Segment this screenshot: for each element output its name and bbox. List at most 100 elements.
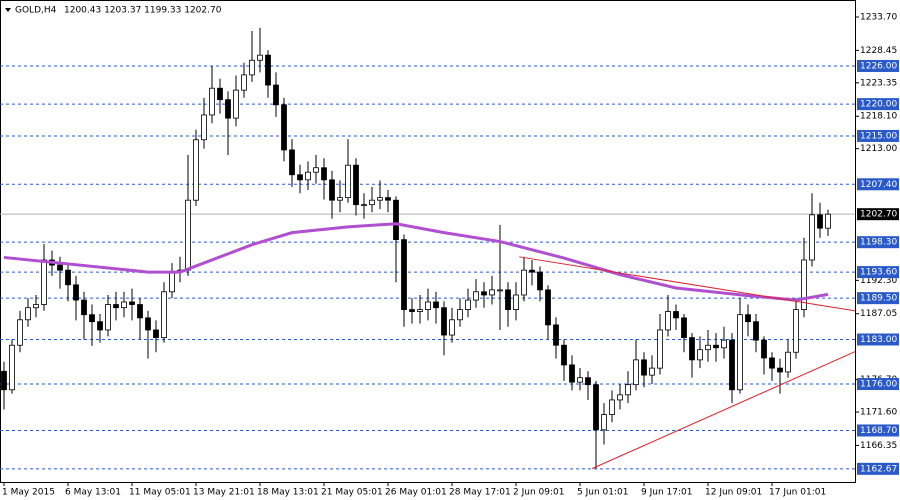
x-tick-label: 17 Jun 01:01: [769, 488, 826, 498]
candle-body: [401, 239, 407, 311]
candle-body: [617, 394, 623, 401]
quote: 1200.43 1203.37 1199.33 1202.70: [64, 6, 222, 16]
candle-body: [313, 167, 319, 173]
menu-arrow[interactable]: [5, 8, 11, 12]
candle-body: [305, 171, 311, 181]
x-tick-label: 21 May 05:01: [321, 488, 383, 498]
candle-body: [601, 414, 607, 431]
candle-body: [545, 289, 551, 326]
candle-body: [801, 259, 807, 311]
candle-body: [609, 399, 615, 415]
candle-body: [417, 309, 423, 312]
candle-body: [409, 309, 415, 312]
candle-body: [537, 271, 543, 291]
candle-body: [89, 314, 95, 323]
candle-body: [81, 299, 87, 316]
candle-body: [425, 301, 431, 311]
candle-body: [489, 289, 495, 296]
candle-body: [25, 307, 31, 321]
candle-body: [257, 54, 263, 61]
candle-body: [505, 289, 511, 311]
candle-body: [185, 199, 191, 271]
x-tick-label: 18 May 13:01: [257, 488, 319, 498]
candle-body: [433, 301, 439, 309]
candle-body: [161, 291, 167, 338]
trendline: [591, 351, 856, 470]
candle-body: [1, 370, 7, 391]
candle-body: [593, 384, 599, 431]
candle-body: [65, 269, 71, 286]
plot-frame: [0, 0, 856, 483]
x-tick-label: 9 Jun 17:01: [641, 488, 692, 498]
x-tick-label: 1 May 2015: [2, 488, 55, 498]
level-label-box: [857, 292, 899, 305]
level-label: 1162.67: [860, 464, 897, 474]
candle-body: [217, 87, 223, 101]
candle-body: [753, 321, 759, 341]
candle-body: [369, 199, 375, 206]
candle-body: [105, 304, 111, 331]
level-label-box: [857, 98, 899, 111]
current-price-box: [857, 208, 899, 221]
candle-body: [777, 367, 783, 373]
candle-body: [441, 307, 447, 336]
candle-body: [673, 311, 679, 319]
candle-body: [153, 329, 159, 338]
candle-body: [33, 304, 39, 309]
candle-body: [377, 197, 383, 201]
level-label: 1183.00: [860, 335, 897, 345]
level-label-box: [857, 59, 899, 72]
level-label: 1189.50: [860, 294, 897, 304]
candle-body: [761, 339, 767, 359]
level-label: 1220.00: [860, 100, 897, 110]
candle-body: [689, 337, 695, 361]
candle-body: [361, 204, 367, 207]
candle-body: [281, 104, 287, 151]
level-label: 1193.60: [860, 268, 897, 278]
candle-body: [697, 349, 703, 361]
candle-body: [145, 317, 151, 331]
candle-body: [785, 351, 791, 373]
candle-body: [713, 344, 719, 349]
candle-body: [585, 377, 591, 386]
level-label-box: [857, 378, 899, 391]
candle-body: [9, 344, 15, 391]
candle-body: [273, 84, 279, 106]
y-tick-label: 1233.70: [860, 12, 897, 22]
level-label-box: [857, 424, 899, 437]
candle-body: [289, 149, 295, 176]
x-tick-label: 5 Jun 01:01: [577, 488, 628, 498]
y-tick-label: 1171.60: [860, 408, 897, 418]
y-tick-label: 1228.45: [860, 46, 897, 56]
candle-body: [465, 299, 471, 311]
candle-body: [241, 74, 247, 91]
candle-body: [721, 339, 727, 349]
x-tick-label: 26 May 01:01: [385, 488, 447, 498]
candle-body: [633, 359, 639, 386]
candle-body: [345, 164, 351, 199]
candle-body: [737, 314, 743, 391]
candle-body: [809, 214, 815, 261]
x-tick-label: 13 May 21:01: [193, 488, 255, 498]
level-label-box: [857, 266, 899, 279]
candle-body: [649, 367, 655, 376]
candle-body: [657, 329, 663, 369]
y-tick-label: 1192.30: [860, 276, 897, 286]
level-label: 1168.70: [860, 426, 897, 436]
x-tick-label: 28 May 17:01: [449, 488, 511, 498]
candle-body: [641, 359, 647, 376]
candle-body: [17, 319, 23, 346]
y-tick-label: 1166.35: [860, 441, 897, 451]
candle-body: [817, 214, 823, 229]
x-tick-label: 2 Jun 09:01: [513, 488, 564, 498]
candle-body: [265, 54, 271, 86]
current-price-label: 1202.70: [860, 210, 897, 220]
candle-body: [473, 291, 479, 301]
y-tick-label: 1213.00: [860, 144, 897, 154]
level-label: 1198.30: [860, 238, 897, 248]
candle-body: [233, 89, 239, 119]
candle-body: [521, 269, 527, 296]
candle-body: [113, 304, 119, 309]
candle-body: [681, 317, 687, 338]
